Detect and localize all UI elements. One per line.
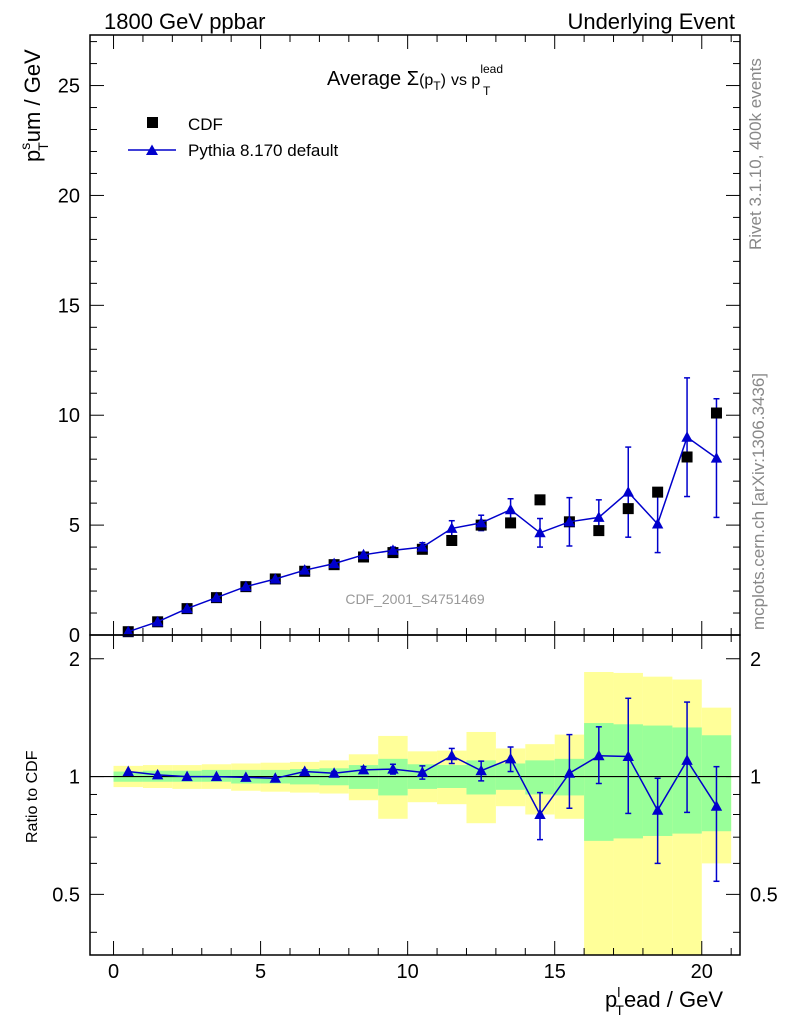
ratio-data-point [475,764,487,776]
x-tick-label: 15 [544,961,566,983]
mc-data-point [563,515,576,527]
main-plot: 0 5 10 15 20 25 [58,34,741,647]
main-title: Average Σ(pT) vs plead [327,62,503,93]
mc-data-point [328,557,340,569]
mcplots-label: mcplots.cern.ch [arXiv:1306.3436] [749,373,768,630]
mc-data-point [651,518,664,529]
svg-text:Ratio to CDF: Ratio to CDF [24,750,41,843]
cdf-data-point [622,503,634,515]
cdf-data-point [446,534,458,546]
mc-data-point [151,615,164,627]
mc-data-point [504,503,517,515]
ratio-data-point [181,770,193,782]
ratio-data-point [534,808,546,819]
ratio-data-point [299,765,311,777]
ratio-y-tick-label: 0.5 [52,884,80,906]
ratio-plot-frame [89,634,741,956]
mc-data-point [416,541,429,552]
main-y-tick-label: 25 [58,76,80,98]
main-ylabel: ps Tum / GeV [17,49,51,162]
mc-data-point [269,572,281,584]
ratio-data-point [122,765,134,777]
main-y-tick-label: 0 [69,625,80,647]
ratio-data-point [210,770,223,782]
mc-data-point [622,486,634,497]
ratio-data-point [387,763,399,774]
header-right: Underlying Event [567,9,735,34]
x-tick-label: 5 [255,961,266,983]
x-tick-label: 20 [691,961,713,983]
mc-data-point [534,526,546,538]
mc-data-point [122,625,134,637]
ratio-data-point [416,766,429,777]
x-tick-label: 0 [108,961,119,983]
rivet-label: Rivet 3.1.10, 400k events [746,58,765,250]
mc-data-point [681,431,693,442]
ratio-data-point [622,750,634,762]
svg-text:mcplots.cern.ch [arXiv:1306.34: mcplots.cern.ch [arXiv:1306.3436] [749,373,768,630]
mc-data-point [299,564,311,575]
ratio-data-point [240,771,252,782]
main-y-tick-label: 10 [58,405,80,427]
ratio-data-point [269,772,281,783]
cdf-data-point [505,517,517,529]
main-y-tick-label: 15 [58,295,80,317]
cdf-data-point [534,494,546,506]
mc-data-point [181,602,193,614]
ratio-data-point [151,768,164,780]
mc-data-point [446,522,458,533]
legend-marker-pythia [146,144,158,155]
cdf-data-point [652,486,664,498]
ratio-data-point [710,800,723,811]
legend-label-pythia: Pythia 8.170 default [188,141,339,160]
ratio-data-point [681,754,693,765]
ratio-data-point [357,763,370,775]
legend-marker-cdf [147,117,158,128]
mc-data-point [210,591,223,603]
ratio-data-point [563,767,576,778]
cdf-data-point [681,451,693,463]
main-title-sub: T [483,84,491,98]
mc-data-point [240,580,252,592]
svg-text:Rivet 3.1.10, 400k events: Rivet 3.1.10, 400k events [746,58,765,250]
x-tick-label: 10 [397,961,419,983]
legend: CDF Pythia 8.170 default [128,115,339,160]
legend-label-cdf: CDF [188,115,223,134]
ratio-y-tick-label: 1 [69,767,80,789]
ratio-y-tick-label-right: 1 [750,767,761,789]
ratio-data-point [593,749,605,761]
main-y-tick-label: 5 [69,515,80,537]
cdf-data-point [710,407,722,419]
ratio-plot: 0.5 0.51 12 20 5 10 15 20 [52,634,778,983]
ratio-data-point [651,804,664,815]
mc-data-point [357,548,370,560]
ratio-data-point [328,767,340,778]
cdf-data-point [593,525,605,537]
mc-data-point [387,544,399,555]
ratio-band-inner [525,760,555,795]
xlabel: pl Tead / GeV [605,984,723,1018]
mc-data-point [475,516,487,528]
ratio-y-tick-label-right: 2 [750,649,761,671]
ratio-y-tick-label-right: 0.5 [750,884,778,906]
header-left: 1800 GeV ppbar [104,9,265,34]
ratio-data-point [504,752,517,764]
ratio-data-point [446,749,458,761]
mc-data-point [593,511,605,522]
ratio-ylabel: Ratio to CDF [24,750,41,843]
main-y-tick-label: 20 [58,185,80,207]
mc-data-point [710,452,723,463]
ratio-y-tick-label: 2 [69,649,80,671]
analysis-id: CDF_2001_S4751469 [345,591,485,607]
